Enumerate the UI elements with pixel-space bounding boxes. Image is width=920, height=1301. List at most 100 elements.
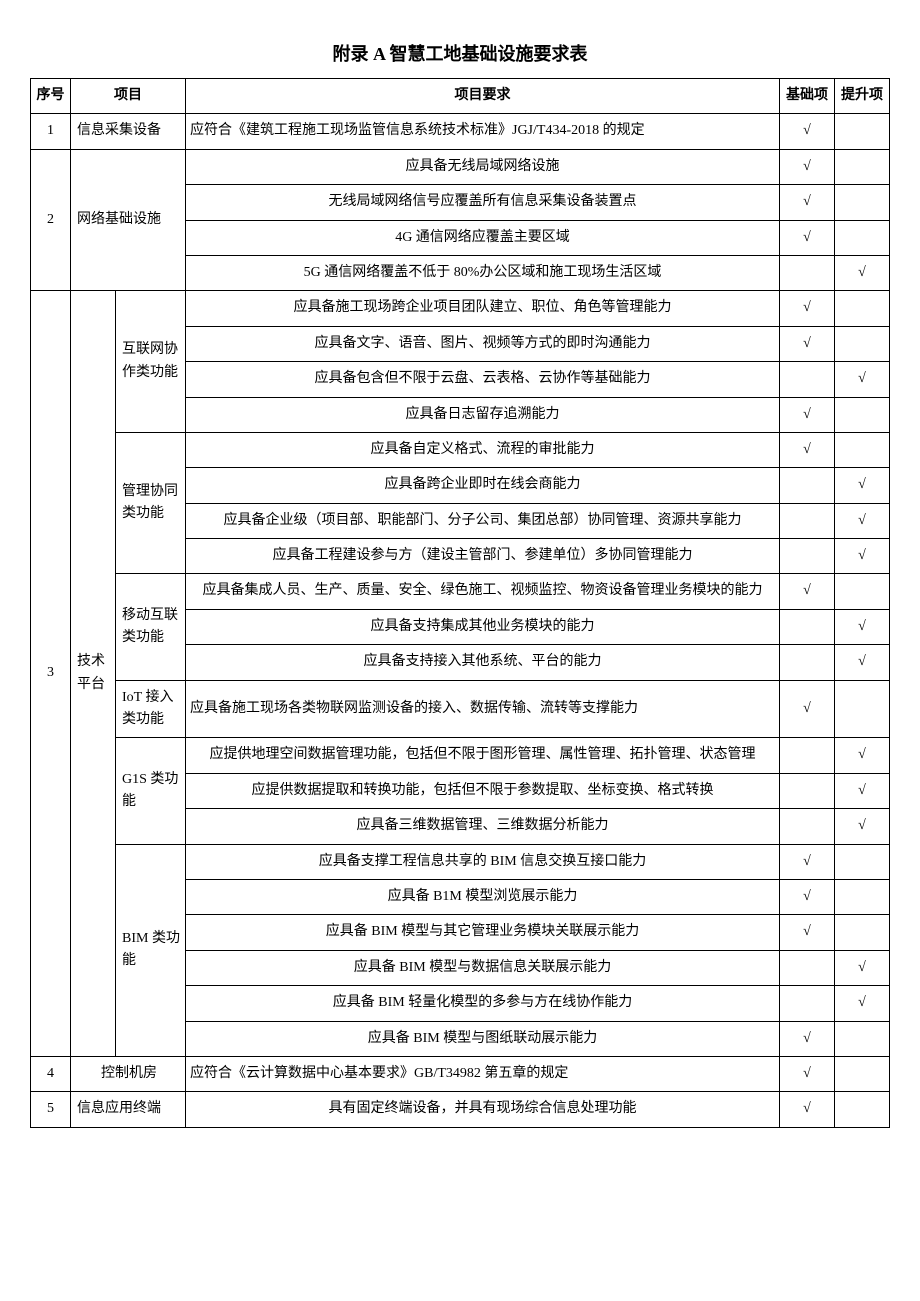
requirement-cell: 应具备 B1M 模型浏览展示能力 [186, 879, 780, 914]
base-cell: √ [780, 1021, 835, 1056]
category-cell: 信息采集设备 [71, 114, 186, 149]
idx-cell: 1 [31, 114, 71, 149]
base-cell: √ [780, 185, 835, 220]
upgrade-cell [835, 915, 890, 950]
upgrade-cell [835, 574, 890, 609]
subcategory-cell: 互联网协作类功能 [116, 291, 186, 433]
upgrade-cell: √ [835, 503, 890, 538]
base-cell: √ [780, 432, 835, 467]
upgrade-cell: √ [835, 539, 890, 574]
category-cell: 信息应用终端 [71, 1092, 186, 1127]
upgrade-cell [835, 397, 890, 432]
requirement-cell: 应具备支持接入其他系统、平台的能力 [186, 645, 780, 680]
upgrade-cell [835, 114, 890, 149]
requirement-cell: 应具备 BIM 模型与数据信息关联展示能力 [186, 950, 780, 985]
requirement-cell: 应具备 BIM 模型与其它管理业务模块关联展示能力 [186, 915, 780, 950]
base-cell: √ [780, 915, 835, 950]
idx-cell: 2 [31, 149, 71, 291]
table-row: BIM 类功能应具备支撑工程信息共享的 BIM 信息交换互接口能力√ [31, 844, 890, 879]
subcategory-cell: 管理协同类功能 [116, 432, 186, 574]
base-cell: √ [780, 149, 835, 184]
subcategory-cell: G1S 类功能 [116, 738, 186, 844]
requirement-cell: 应具备施工现场跨企业项目团队建立、职位、角色等管理能力 [186, 291, 780, 326]
upgrade-cell [835, 844, 890, 879]
requirement-cell: 应符合《云计算数据中心基本要求》GB/T34982 第五章的规定 [186, 1056, 780, 1091]
requirement-cell: 应具备包含但不限于云盘、云表格、云协作等基础能力 [186, 362, 780, 397]
table-row: 2网络基础设施应具备无线局域网络设施√ [31, 149, 890, 184]
hdr-requirement: 项目要求 [186, 79, 780, 114]
idx-cell: 4 [31, 1056, 71, 1091]
base-cell [780, 950, 835, 985]
requirement-cell: 4G 通信网络应覆盖主要区域 [186, 220, 780, 255]
requirement-cell: 应具备跨企业即时在线会商能力 [186, 468, 780, 503]
requirement-cell: 5G 通信网络覆盖不低于 80%办公区域和施工现场生活区域 [186, 255, 780, 290]
base-cell [780, 986, 835, 1021]
requirement-cell: 应具备支持集成其他业务模块的能力 [186, 609, 780, 644]
table-row: 5信息应用终端具有固定终端设备，并具有现场综合信息处理功能√ [31, 1092, 890, 1127]
upgrade-cell: √ [835, 738, 890, 773]
base-cell: √ [780, 680, 835, 738]
upgrade-cell [835, 1056, 890, 1091]
base-cell [780, 539, 835, 574]
base-cell: √ [780, 397, 835, 432]
hdr-base: 基础项 [780, 79, 835, 114]
upgrade-cell [835, 1092, 890, 1127]
requirement-cell: 应具备 BIM 模型与图纸联动展示能力 [186, 1021, 780, 1056]
requirement-cell: 应具备自定义格式、流程的审批能力 [186, 432, 780, 467]
table-row: 3技术平台互联网协作类功能应具备施工现场跨企业项目团队建立、职位、角色等管理能力… [31, 291, 890, 326]
requirement-cell: 应具备文字、语音、图片、视频等方式的即时沟通能力 [186, 326, 780, 361]
upgrade-cell: √ [835, 609, 890, 644]
table-row: IoT 接入类功能应具备施工现场各类物联网监测设备的接入、数据传输、流转等支撑能… [31, 680, 890, 738]
base-cell [780, 362, 835, 397]
upgrade-cell [835, 432, 890, 467]
requirement-cell: 无线局域网络信号应覆盖所有信息采集设备装置点 [186, 185, 780, 220]
upgrade-cell [835, 185, 890, 220]
base-cell: √ [780, 326, 835, 361]
upgrade-cell [835, 680, 890, 738]
upgrade-cell: √ [835, 255, 890, 290]
requirement-cell: 应符合《建筑工程施工现场监管信息系统技术标准》JGJ/T434-2018 的规定 [186, 114, 780, 149]
requirement-cell: 应提供地理空间数据管理功能，包括但不限于图形管理、属性管理、拓扑管理、状态管理 [186, 738, 780, 773]
upgrade-cell: √ [835, 950, 890, 985]
base-cell: √ [780, 1092, 835, 1127]
base-cell: √ [780, 879, 835, 914]
requirement-cell: 应具备支撑工程信息共享的 BIM 信息交换互接口能力 [186, 844, 780, 879]
base-cell [780, 809, 835, 844]
table-row: G1S 类功能应提供地理空间数据管理功能，包括但不限于图形管理、属性管理、拓扑管… [31, 738, 890, 773]
requirement-cell: 应具备工程建设参与方（建设主管部门、参建单位）多协同管理能力 [186, 539, 780, 574]
idx-cell: 5 [31, 1092, 71, 1127]
upgrade-cell [835, 149, 890, 184]
upgrade-cell [835, 291, 890, 326]
page-title: 附录 A 智慧工地基础设施要求表 [30, 40, 890, 66]
subcategory-cell: IoT 接入类功能 [116, 680, 186, 738]
requirement-cell: 应具备集成人员、生产、质量、安全、绿色施工、视频监控、物资设备管理业务模块的能力 [186, 574, 780, 609]
upgrade-cell: √ [835, 645, 890, 680]
base-cell [780, 773, 835, 808]
base-cell: √ [780, 844, 835, 879]
requirement-cell: 应具备企业级（项目部、职能部门、分子公司、集团总部）协同管理、资源共享能力 [186, 503, 780, 538]
subcategory-cell: 移动互联类功能 [116, 574, 186, 680]
base-cell [780, 738, 835, 773]
upgrade-cell [835, 326, 890, 361]
base-cell: √ [780, 220, 835, 255]
table-row: 移动互联类功能应具备集成人员、生产、质量、安全、绿色施工、视频监控、物资设备管理… [31, 574, 890, 609]
base-cell: √ [780, 574, 835, 609]
base-cell: √ [780, 114, 835, 149]
upgrade-cell [835, 1021, 890, 1056]
hdr-index: 序号 [31, 79, 71, 114]
requirement-cell: 应具备无线局域网络设施 [186, 149, 780, 184]
table-row: 1信息采集设备应符合《建筑工程施工现场监管信息系统技术标准》JGJ/T434-2… [31, 114, 890, 149]
table-row: 4控制机房应符合《云计算数据中心基本要求》GB/T34982 第五章的规定√ [31, 1056, 890, 1091]
upgrade-cell: √ [835, 362, 890, 397]
hdr-project: 项目 [71, 79, 186, 114]
category-cell: 控制机房 [71, 1056, 186, 1091]
upgrade-cell: √ [835, 468, 890, 503]
table-row: 管理协同类功能应具备自定义格式、流程的审批能力√ [31, 432, 890, 467]
hdr-upgrade: 提升项 [835, 79, 890, 114]
base-cell [780, 255, 835, 290]
base-cell [780, 503, 835, 538]
base-cell [780, 468, 835, 503]
upgrade-cell: √ [835, 809, 890, 844]
base-cell [780, 609, 835, 644]
subcategory-cell: BIM 类功能 [116, 844, 186, 1056]
